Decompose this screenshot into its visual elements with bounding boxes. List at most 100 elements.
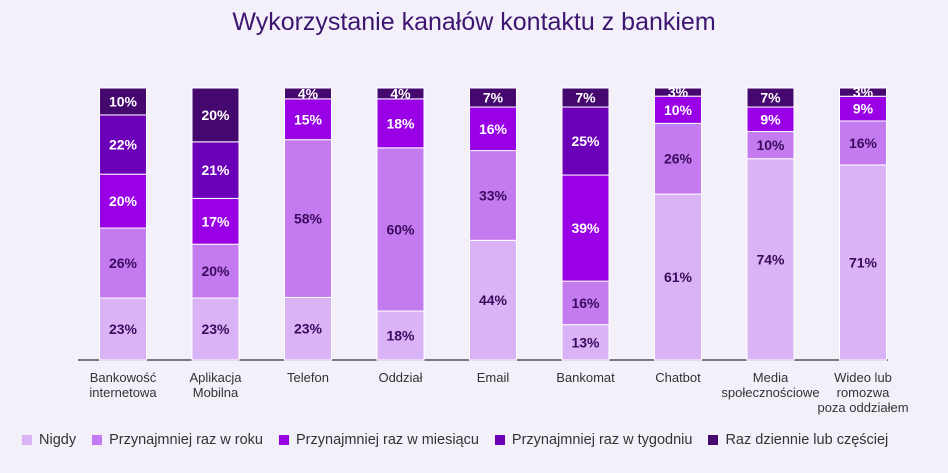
data-label: 20% [201,107,230,123]
data-label: 7% [483,90,504,106]
bar-segment [654,122,702,195]
bar-segment [99,114,147,175]
bar-segment [284,139,332,298]
bar-segment [654,87,702,97]
data-label: 21% [201,162,230,178]
legend-item-raz-dziennie: Raz dziennie lub częściej [708,432,888,448]
data-label: 9% [760,111,781,127]
bar-segment [839,95,887,122]
legend: Nigdy Przynajmniej raz w roku Przynajmni… [22,432,904,448]
data-label: 17% [201,213,230,229]
data-label: 71% [849,254,878,270]
legend-item-raz-w-miesiacu: Przynajmniej raz w miesiącu [279,432,479,448]
legend-swatch [22,435,32,445]
chart-title: Wykorzystanie kanałów kontaktu z bankiem [232,8,716,36]
data-label: 60% [386,221,415,237]
data-label: 3% [853,84,874,100]
bar-segment [284,98,332,141]
bar-segment [469,87,517,108]
bar-segment [746,106,795,133]
bar-segment [99,87,147,116]
data-label: 23% [201,321,230,337]
x-tick-label: Email [477,370,510,385]
data-label: 23% [109,321,138,337]
data-label: 9% [853,101,874,117]
data-label: 16% [849,135,878,151]
bar-segment [376,87,425,100]
data-label: 44% [479,292,508,308]
legend-item-raz-w-tygodniu: Przynajmniej raz w tygodniu [494,432,693,448]
data-label: 22% [109,137,138,153]
data-label: 16% [571,295,600,311]
x-tick-label: Bankowość internetowa [89,370,157,400]
bar-segment [839,120,887,166]
x-tick-label: Telefon [287,370,329,385]
bar-segment [654,193,702,361]
legend-swatch [494,435,505,445]
data-label: 10% [109,93,138,109]
legend-item-raz-w-roku: Przynajmniej raz w roku [92,432,263,448]
data-label: 26% [109,255,138,271]
legend-item-nigdy: Nigdy [22,432,76,448]
bar-segment [191,141,240,199]
bar-segment [191,87,240,143]
data-label: 26% [664,151,693,167]
data-label: 7% [760,90,781,106]
data-label: 18% [386,328,415,344]
bar-segment [839,87,887,97]
legend-label: Przynajmniej raz w tygodniu [511,432,693,448]
bar-segment [284,296,332,361]
bar-segment [469,106,517,152]
data-label: 4% [298,85,319,101]
x-tick-label: Bankomat [556,370,615,385]
bar-segment [561,87,610,108]
data-label: 4% [390,85,411,101]
data-label: 3% [668,84,689,100]
data-label: 58% [294,211,323,227]
legend-label: Przynajmniej raz w miesiącu [296,432,479,448]
data-label: 10% [756,137,785,153]
data-label: 39% [571,220,600,236]
data-label: 13% [571,334,600,350]
data-label: 23% [294,321,323,337]
bar-segment [654,95,702,124]
bar-segment [561,280,610,326]
legend-swatch [92,435,103,445]
data-label: 74% [756,251,785,267]
data-label: 15% [294,111,323,127]
x-tick-label: Aplikacja Mobilna [189,370,242,400]
x-tick-label: Media społecznościowe [721,370,819,400]
legend-label: Nigdy [39,432,77,448]
data-label: 33% [479,187,508,203]
data-label: 20% [201,263,230,279]
bar-segment [469,239,517,361]
x-tick-label: Wideo lub romozwa poza oddziałem [817,370,908,415]
bar-segment [561,324,610,361]
legend-label: Przynajmniej raz w roku [109,432,263,448]
bar-segment [376,310,425,361]
data-label: 25% [571,133,600,149]
data-label: 10% [664,102,693,118]
legend-swatch [279,435,289,445]
bar-segment [99,227,147,299]
bar-segment [191,297,240,361]
x-tick-label: Oddział [378,370,422,385]
legend-swatch [708,435,719,445]
bar-segment [746,131,795,160]
data-label: 61% [664,269,693,285]
bar-segment [561,174,610,282]
data-label: 20% [109,193,138,209]
bar-segment [99,297,147,361]
data-label: 18% [386,115,415,131]
bar-segment [191,197,240,245]
bar-segment [469,150,517,241]
bar-segment [746,87,795,108]
x-tick-label: Chatbot [655,370,701,385]
bar-segment [284,87,332,100]
bar-segment [839,164,887,361]
data-label: 7% [575,90,596,106]
bar-segment [191,243,240,299]
legend-label: Raz dziennie lub częściej [725,432,889,448]
data-label: 16% [479,121,508,137]
